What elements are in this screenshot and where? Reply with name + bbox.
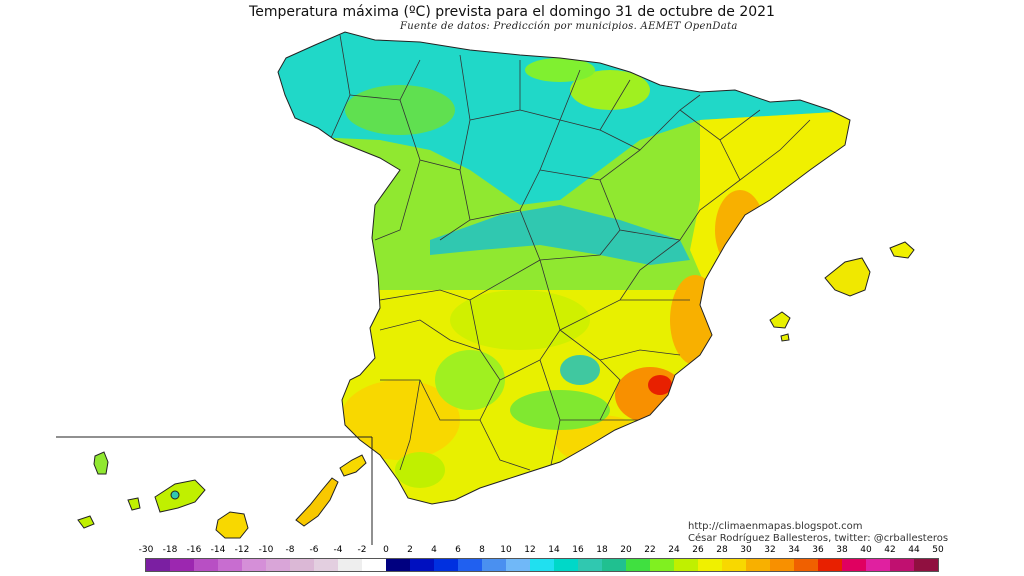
legend-tick-label: -2 <box>357 545 367 555</box>
legend-tick-label: -16 <box>186 545 202 555</box>
author-credit: César Rodríguez Ballesteros, twitter: @c… <box>688 533 949 544</box>
legend-swatch <box>914 559 938 571</box>
canary-inset-frame <box>56 436 373 545</box>
legend-tick-label: 24 <box>668 545 680 555</box>
legend-swatch <box>866 559 890 571</box>
legend-swatch <box>314 559 338 571</box>
legend-tick-label: -14 <box>210 545 226 555</box>
legend-tick-label: 32 <box>764 545 776 555</box>
legend-tick-label: -12 <box>234 545 250 555</box>
legend-tick-label: -30 <box>138 545 154 555</box>
legend-tick-label: 8 <box>479 545 485 555</box>
legend-tick-label: 2 <box>407 545 413 555</box>
legend-tick-label: 34 <box>788 545 800 555</box>
legend-swatch <box>194 559 218 571</box>
legend-swatches <box>145 558 939 572</box>
balearic-islands <box>769 241 915 342</box>
legend-tick-label: 18 <box>596 545 608 555</box>
legend-tick-label: 28 <box>716 545 728 555</box>
legend-swatch <box>434 559 458 571</box>
legend-tick-label: -8 <box>285 545 295 555</box>
legend-tick-label: 12 <box>524 545 536 555</box>
legend-tick-label: 42 <box>884 545 896 555</box>
legend-tick-label: -6 <box>309 545 319 555</box>
legend-swatch <box>746 559 770 571</box>
legend-swatch <box>602 559 626 571</box>
canary-islands <box>77 451 367 539</box>
legend-tick-label: -10 <box>258 545 274 555</box>
legend-swatch <box>386 559 410 571</box>
legend-swatch <box>170 559 194 571</box>
legend-tick-label: 4 <box>431 545 437 555</box>
legend-swatch <box>818 559 842 571</box>
legend-swatch <box>674 559 698 571</box>
legend-tick-label: 40 <box>860 545 872 555</box>
legend-swatch <box>794 559 818 571</box>
legend-tick-label: 36 <box>812 545 824 555</box>
legend-swatch <box>770 559 794 571</box>
legend-swatch <box>890 559 914 571</box>
legend-tick-label: 22 <box>644 545 656 555</box>
legend-swatch <box>530 559 554 571</box>
legend-swatch <box>266 559 290 571</box>
legend-swatch <box>722 559 746 571</box>
legend-tick-label: 50 <box>932 545 944 555</box>
legend-tick-label: 0 <box>383 545 389 555</box>
legend-tick-label: 30 <box>740 545 752 555</box>
legend-tick-label: -18 <box>162 545 178 555</box>
legend-swatch <box>842 559 866 571</box>
legend-swatch <box>410 559 434 571</box>
data-source: Fuente de datos: Predicción por municipi… <box>400 21 738 32</box>
blog-credit: http://climaenmapas.blogspot.com <box>688 521 863 532</box>
legend-tick-label: 26 <box>692 545 704 555</box>
map-title: Temperatura máxima (ºC) prevista para el… <box>249 4 775 20</box>
legend-tick-label: 20 <box>620 545 632 555</box>
legend-swatch <box>146 559 170 571</box>
legend-swatch <box>458 559 482 571</box>
legend-tick-label: -4 <box>333 545 343 555</box>
legend-tick-label: 10 <box>500 545 512 555</box>
legend-swatch <box>338 559 362 571</box>
legend-swatch <box>482 559 506 571</box>
legend-swatch <box>362 559 386 571</box>
legend-swatch <box>578 559 602 571</box>
legend-swatch <box>242 559 266 571</box>
legend-tick-label: 44 <box>908 545 920 555</box>
legend-tick-label: 16 <box>572 545 584 555</box>
legend-swatch <box>290 559 314 571</box>
legend-swatch <box>554 559 578 571</box>
peninsula-shape <box>277 31 851 505</box>
legend-swatch <box>698 559 722 571</box>
legend-tick-label: 6 <box>455 545 461 555</box>
legend-swatch <box>506 559 530 571</box>
legend-swatch <box>218 559 242 571</box>
legend-tick-label: 38 <box>836 545 848 555</box>
legend-swatch <box>626 559 650 571</box>
legend-tick-label: 14 <box>548 545 560 555</box>
legend-swatch <box>650 559 674 571</box>
